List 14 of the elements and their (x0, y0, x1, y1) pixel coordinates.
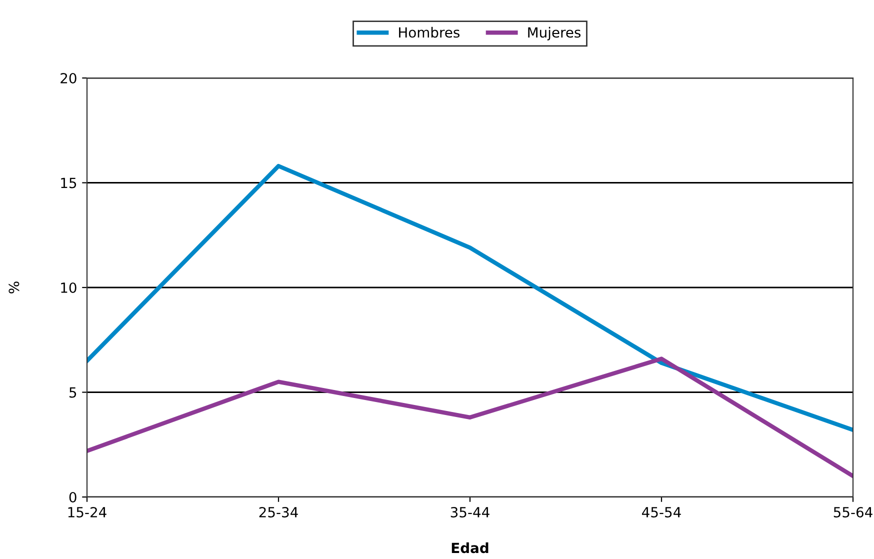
x-tick-label: 55-64 (834, 506, 872, 518)
x-tick-label: 35-44 (450, 506, 490, 518)
x-tick-label: 15-24 (68, 506, 106, 518)
x-tick-label: 25-34 (259, 506, 298, 518)
y-tick-label: 5 (70, 387, 76, 398)
legend-label: Mujeres (528, 26, 581, 40)
legend-label: Hombres (399, 26, 460, 38)
y-tick-label: 20 (60, 72, 76, 84)
y-tick-label: 0 (69, 492, 76, 502)
y-tick-label: 15 (61, 178, 76, 188)
y-tick-label: 10 (61, 282, 76, 293)
x-axis-title: Edad (452, 542, 488, 554)
y-axis-title: % (8, 282, 20, 294)
x-tick-label: 45-54 (642, 507, 681, 518)
